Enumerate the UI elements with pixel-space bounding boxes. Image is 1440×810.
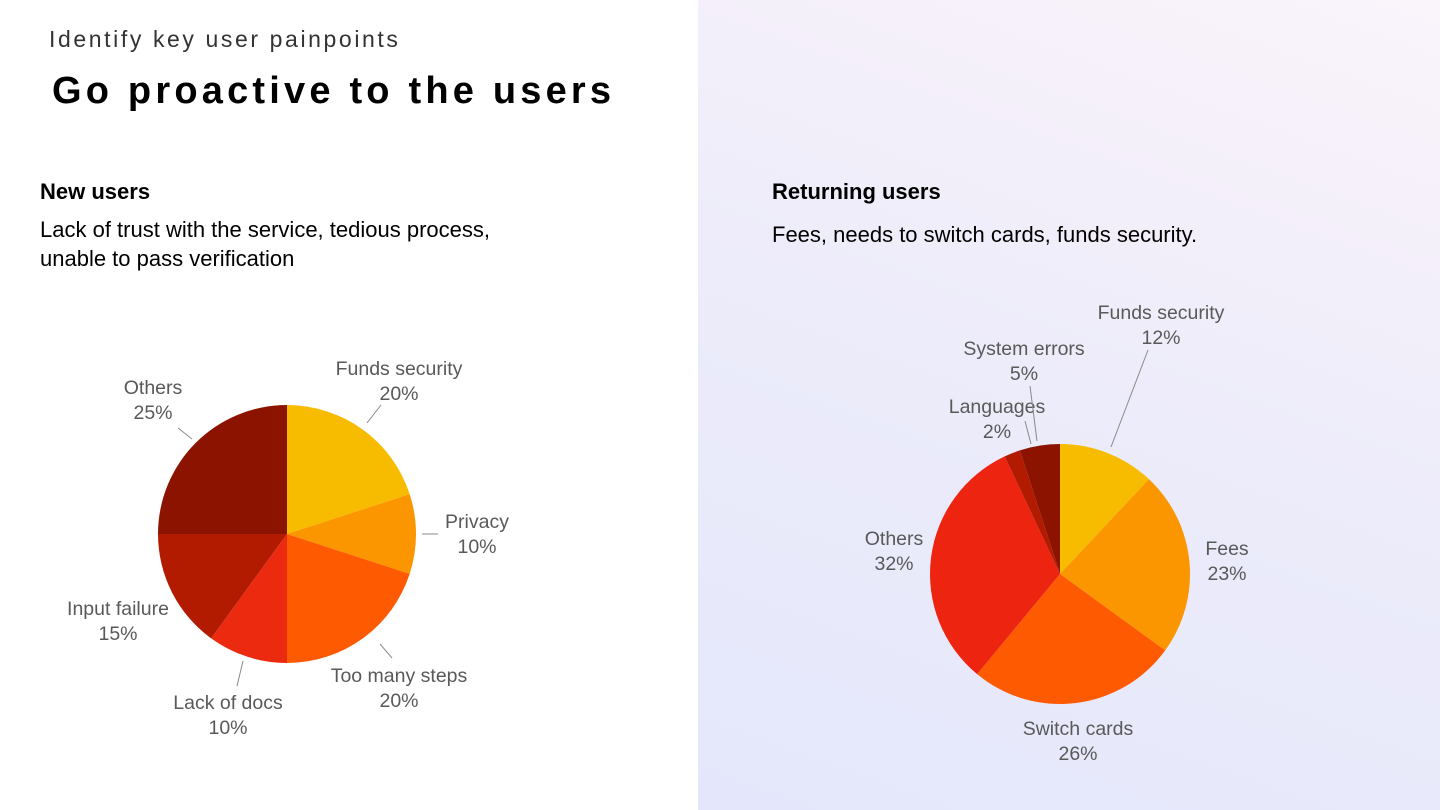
new-users-slice-input-failure [158,534,287,639]
new-users-leader-line-others [177,427,193,440]
new-users-value-others: 25% [133,402,172,424]
returning-users-pie-chart: Funds security 12% Fees 23% Switch cards 26% O… [865,302,1249,765]
returning-users-label-fees: Fees [1205,538,1249,560]
new-users-label-lack-of-docs: Lack of docs [173,692,283,714]
new-users-value-privacy: 10% [457,536,496,558]
returning-users-label-switch-cards: Switch cards [1023,718,1134,740]
returning-users-value-others: 32% [874,553,913,575]
returning-users-label-languages: Languages [949,396,1046,418]
new-users-value-funds-security: 20% [379,383,418,405]
returning-users-label-funds-security: Funds security [1098,302,1225,324]
new-users-value-input-failure: 15% [98,623,137,645]
new-users-leader-line-funds-security [366,404,382,424]
new-users-slice-too-many-steps [287,534,410,663]
returning-users-slice-languages [1004,450,1060,574]
new-users-pie-chart: Funds security 20% Privacy 10% Too many step… [67,358,509,739]
new-users-heading: New users [40,179,151,204]
slide-kicker: Identify key user painpoints [49,26,401,52]
new-users-label-privacy: Privacy [445,511,509,533]
returning-users-leader-line-languages [1024,420,1032,445]
returning-users-label-others: Others [865,528,924,550]
new-users-slice-others [158,405,287,534]
new-users-label-others: Others [124,377,183,399]
new-users-description: Lack of trust with the service, tedious … [40,217,490,271]
new-users-leader-line-too-many-steps [379,643,393,659]
new-users-slice-lack-of-docs [211,534,287,663]
returning-users-leader-line-system-errors [1029,385,1038,442]
new-users-label-funds-security: Funds security [336,358,463,380]
returning-users-value-switch-cards: 26% [1058,743,1097,765]
new-users-value-too-many-steps: 20% [379,690,418,712]
returning-users-slice-others [929,456,1060,675]
slide-title: Go proactive to the users [52,70,616,112]
new-users-label-too-many-steps: Too many steps [331,665,468,687]
returning-users-value-system-errors: 5% [1010,363,1038,385]
returning-users-slice-system-errors [1019,444,1060,574]
returning-users-leader-line-funds-security [1110,349,1149,448]
returning-users-value-funds-security: 12% [1141,327,1180,349]
returning-users-value-fees: 23% [1207,563,1246,585]
returning-users-slice-fees [1060,479,1190,651]
returning-users-value-languages: 2% [983,421,1011,443]
new-users-slice-funds-security [287,405,410,534]
returning-users-slice-switch-cards [977,574,1166,705]
new-users-label-input-failure: Input failure [67,598,169,620]
new-users-value-lack-of-docs: 10% [208,717,247,739]
new-users-leader-line-lack-of-docs [236,660,244,687]
returning-users-heading: Returning users [772,179,941,204]
new-users-slice-privacy [287,494,417,574]
returning-users-label-system-errors: System errors [963,338,1085,360]
returning-users-slice-funds-security [1060,444,1149,574]
returning-users-description: Fees, needs to switch cards, funds secur… [772,222,1198,247]
